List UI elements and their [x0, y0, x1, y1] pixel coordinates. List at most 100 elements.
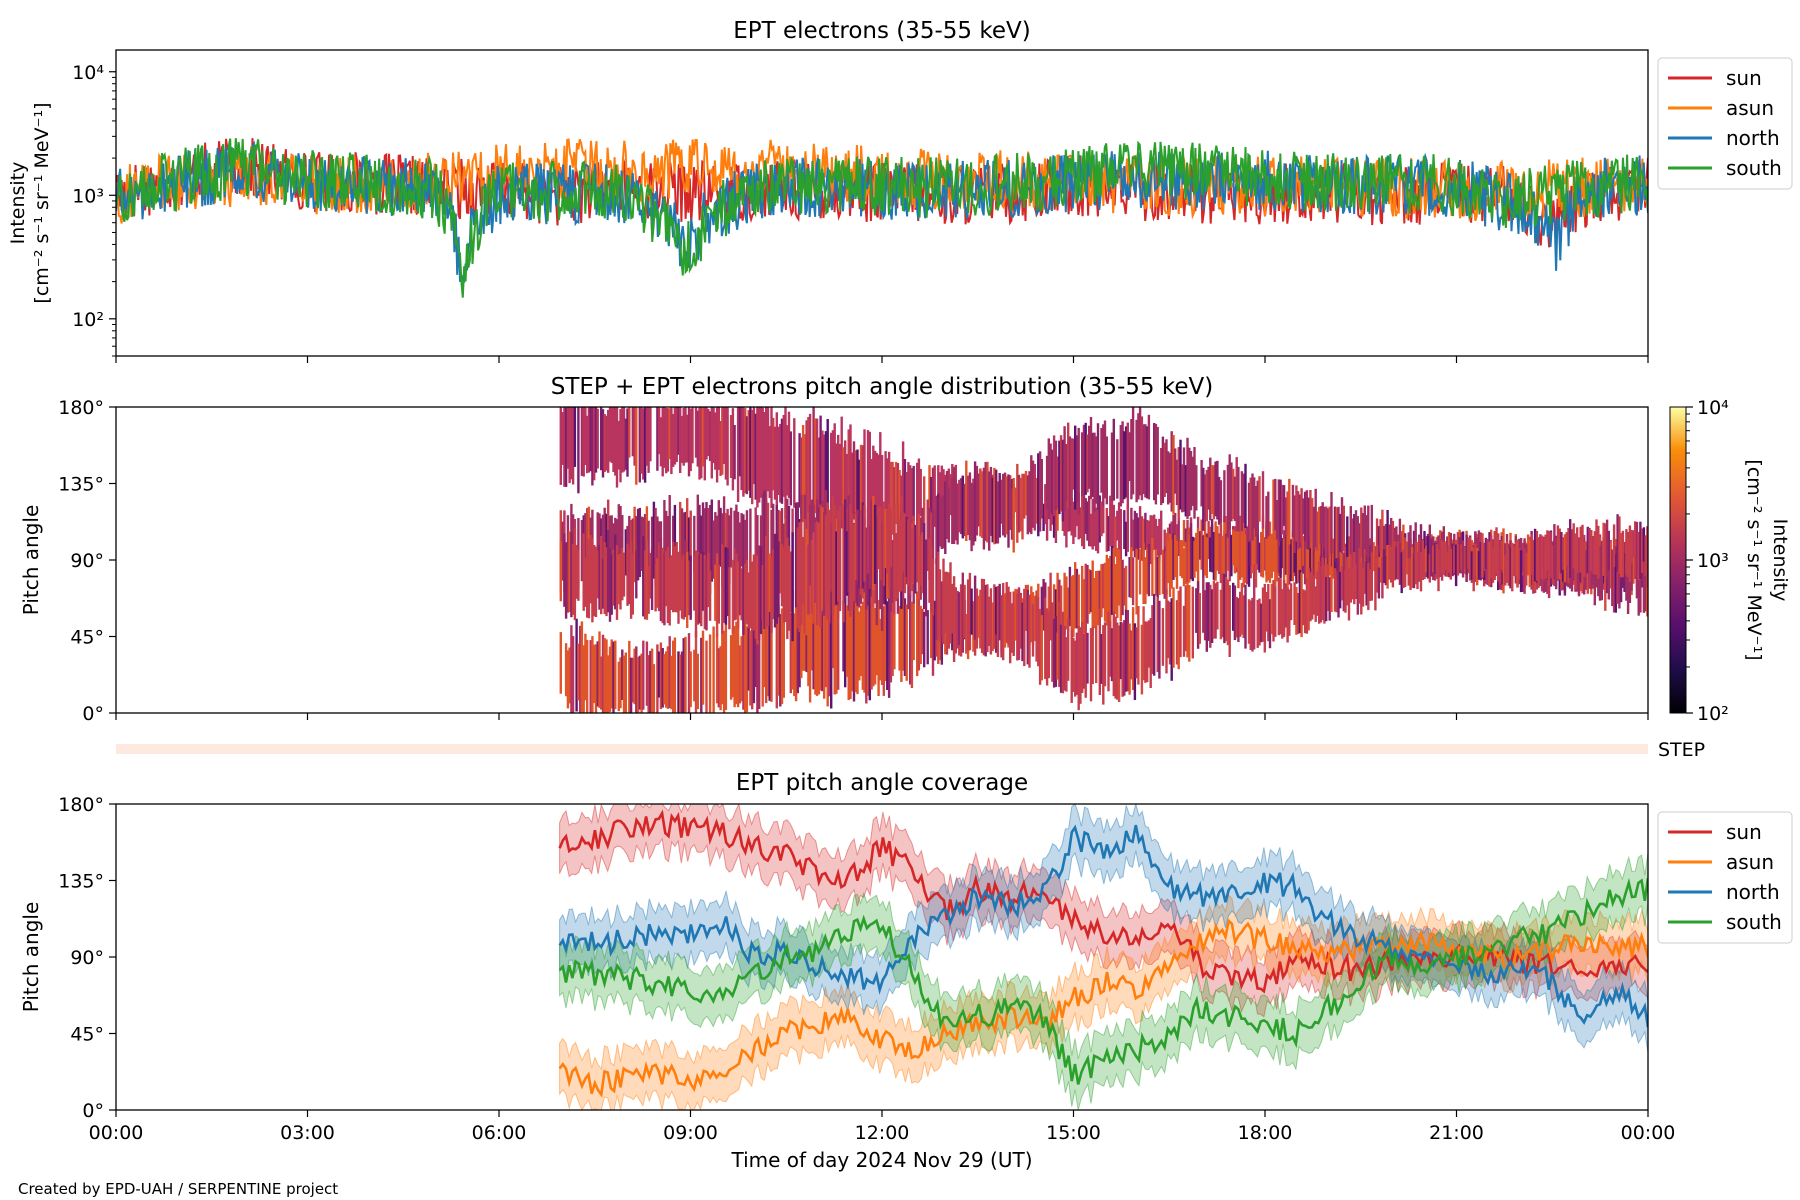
- pad-bin-asun: [1074, 562, 1077, 629]
- pad-bin-south: [1542, 538, 1546, 581]
- pad-bin-sun: [1330, 549, 1333, 575]
- pad-bin-sun: [1123, 510, 1126, 550]
- pad-bin-sun: [766, 407, 770, 492]
- pad-bin-north: [1074, 425, 1077, 510]
- pad-bin-south: [1634, 521, 1637, 577]
- pad-bin-south: [861, 502, 864, 589]
- pad-bin-asun: [629, 657, 633, 713]
- pad-bin-south: [1637, 531, 1640, 580]
- pad-bin-sun: [1260, 532, 1263, 577]
- pad-bin-north: [973, 461, 977, 542]
- pad-bin-asun: [1312, 541, 1316, 579]
- pad-bin-south: [566, 550, 570, 613]
- pad-bin-asun: [770, 612, 773, 702]
- legend2-sun-label: sun: [1726, 820, 1762, 844]
- pad-bin-north: [1277, 479, 1280, 546]
- pad-bin-north: [875, 517, 878, 626]
- pad-bin-south: [1567, 528, 1570, 584]
- pad-bin-sun: [879, 432, 882, 542]
- pad-bin-south: [1142, 606, 1145, 681]
- pad-bin-south: [901, 512, 905, 572]
- pad-bin-north: [947, 488, 950, 543]
- pad-bin-asun: [800, 608, 803, 679]
- pad-xticks: [115, 713, 1649, 720]
- pad-bin-sun: [668, 408, 671, 460]
- pad-bin-asun: [745, 626, 749, 713]
- pad-bin-asun: [1293, 541, 1296, 573]
- pad-bin-south: [564, 542, 568, 619]
- pad-bin-north: [1335, 507, 1338, 559]
- pad-bin-north: [1407, 532, 1410, 561]
- pad-bin-asun: [1251, 522, 1254, 574]
- pad-bin-north: [1070, 438, 1073, 502]
- pad-bin-south: [1244, 584, 1247, 649]
- pad-bin-south: [1263, 583, 1266, 653]
- pad-bin-south: [1546, 530, 1549, 571]
- pad-bin-north: [966, 475, 970, 536]
- y-tick-label: 10³: [72, 185, 104, 207]
- pad-bin-asun: [893, 613, 896, 670]
- pad-bin-sun: [859, 444, 863, 514]
- pad-bin-sun: [738, 407, 742, 477]
- pad-bin-asun: [575, 618, 578, 712]
- pad-bin-south: [1058, 601, 1061, 687]
- pad-bin-sun: [773, 426, 777, 500]
- pad-bin-asun: [596, 641, 599, 707]
- pad-bin-asun: [796, 597, 799, 694]
- pad-bin-south: [1547, 531, 1551, 587]
- pad-bin-south: [1461, 540, 1465, 578]
- pad-bin-asun: [1200, 519, 1203, 570]
- pad-bin-south: [742, 564, 745, 635]
- pad-bin-south: [1272, 579, 1275, 642]
- pad-bin-south: [571, 544, 575, 615]
- pad-bin-north: [1598, 545, 1602, 601]
- pad-bin-south: [600, 536, 603, 615]
- pad-bin-north: [1337, 506, 1340, 559]
- pad-bin-south: [1435, 544, 1438, 579]
- pad-bin-south: [1302, 589, 1305, 626]
- pad-bin-south: [780, 543, 784, 607]
- pad-bin-south: [1616, 514, 1619, 572]
- pad-bin-south: [1639, 521, 1642, 579]
- pad-bin-north: [680, 508, 684, 579]
- pad-bin-asun: [1256, 527, 1259, 565]
- pad-bin-south: [1072, 637, 1075, 692]
- pad-bin-asun: [1182, 548, 1186, 587]
- pad-bin-sun: [1107, 516, 1110, 551]
- pad-bin-south: [1274, 587, 1277, 637]
- pad-bin-asun: [1059, 585, 1063, 632]
- pad-bin-sun: [933, 465, 936, 527]
- pad-bin-south: [722, 568, 726, 623]
- pad-bin-north: [1045, 455, 1049, 510]
- pad-bin-south: [1500, 540, 1503, 570]
- pad-bin-north: [663, 500, 666, 574]
- pad-bin-asun: [1068, 566, 1072, 627]
- pad-bin-south: [1103, 622, 1107, 687]
- pad-bin-south: [1535, 530, 1539, 581]
- pad-bin-sun: [643, 407, 647, 483]
- pad-bin-asun: [1235, 529, 1238, 568]
- pad-bin-south: [1390, 546, 1393, 583]
- pad-bin-north: [1175, 459, 1179, 506]
- pad-bin-sun: [1088, 495, 1091, 547]
- pad-bin-south: [1398, 543, 1402, 585]
- pad-bin-north: [652, 501, 656, 579]
- pad-bin-north: [980, 471, 984, 538]
- pad-bin-south: [594, 546, 598, 617]
- pad-bin-asun: [879, 618, 882, 681]
- pad-bin-north: [1005, 476, 1008, 535]
- colorbar-tick-label: 10⁴: [1697, 397, 1729, 419]
- pad-bin-south: [1454, 544, 1458, 587]
- y-tick-label: 0°: [82, 703, 104, 725]
- pad-bin-south: [1483, 542, 1486, 571]
- pad-bin-north: [830, 522, 833, 592]
- pad-bin-south: [1604, 523, 1607, 579]
- pad-bin-asun: [844, 597, 847, 688]
- y-tick-label: 10²: [72, 309, 104, 331]
- pad-bin-north: [1296, 491, 1300, 550]
- pad-bin-asun: [865, 590, 868, 704]
- pad-bin-asun: [856, 578, 859, 695]
- pad-bin-asun: [1232, 529, 1235, 566]
- pad-bin-asun: [619, 657, 622, 709]
- x-tick-label: 00:00: [89, 1122, 144, 1144]
